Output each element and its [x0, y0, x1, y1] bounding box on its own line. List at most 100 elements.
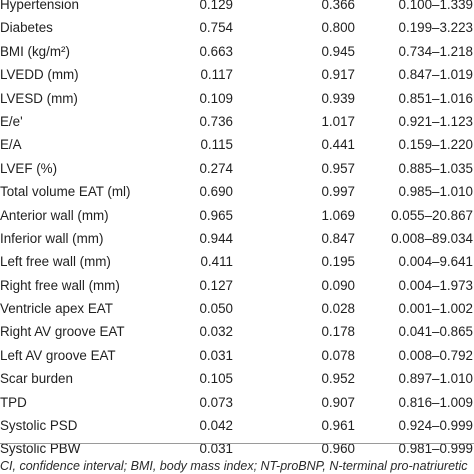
table-row: Ventricle apex EAT 0.050 0.028 0.001–1.002 — [0, 297, 474, 320]
odds-ratio-cell: 0.952 — [321, 371, 355, 387]
p-value-cell: 0.274 — [199, 160, 233, 176]
odds-ratio-cell: 0.090 — [321, 277, 355, 293]
p-value-cell: 0.105 — [199, 371, 233, 387]
variable-cell: Diabetes — [0, 20, 53, 36]
variable-cell: Inferior wall (mm) — [0, 230, 104, 246]
ci-cell: 0.199–3.223 — [398, 20, 473, 36]
ci-cell: 0.734–1.218 — [398, 43, 473, 59]
table-row: Left AV groove EAT 0.031 0.078 0.008–0.792 — [0, 344, 474, 367]
odds-ratio-cell: 0.366 — [321, 0, 355, 12]
variable-cell: Right AV groove EAT — [0, 324, 125, 340]
odds-ratio-cell: 0.945 — [321, 43, 355, 59]
odds-ratio-cell: 0.939 — [321, 90, 355, 106]
odds-ratio-cell: 0.907 — [321, 394, 355, 410]
ci-cell: 0.897–1.010 — [398, 371, 473, 387]
variable-cell: E/e' — [0, 113, 23, 129]
p-value-cell: 0.944 — [199, 230, 233, 246]
ci-cell: 0.159–1.220 — [398, 137, 473, 153]
variable-cell: E/A — [0, 137, 22, 153]
table-row: LVEDD (mm) 0.117 0.917 0.847–1.019 — [0, 63, 474, 86]
table-row: Anterior wall (mm) 0.965 1.069 0.055–20.867 — [0, 204, 474, 227]
ci-cell: 0.055–20.867 — [391, 207, 473, 223]
p-value-cell: 0.032 — [199, 324, 233, 340]
p-value-cell: 0.031 — [199, 347, 233, 363]
ci-cell: 0.041–0.865 — [398, 324, 473, 340]
ci-cell: 0.885–1.035 — [398, 160, 473, 176]
ci-cell: 0.816–1.009 — [398, 394, 473, 410]
odds-ratio-cell: 0.800 — [321, 20, 355, 36]
ci-cell: 0.001–1.002 — [398, 301, 473, 317]
ci-cell: 0.008–0.792 — [398, 347, 473, 363]
table-row: Inferior wall (mm) 0.944 0.847 0.008–89.034 — [0, 227, 474, 250]
variable-cell: Ventricle apex EAT — [0, 301, 113, 317]
odds-ratio-cell: 0.178 — [321, 324, 355, 340]
p-value-cell: 0.050 — [199, 301, 233, 317]
variable-cell: Total volume EAT (ml) — [0, 184, 131, 200]
p-value-cell: 0.754 — [199, 20, 233, 36]
p-value-cell: 0.663 — [199, 43, 233, 59]
variable-cell: Left free wall (mm) — [0, 254, 111, 270]
table-row: Diabetes 0.754 0.800 0.199–3.223 — [0, 16, 474, 39]
variable-cell: Right free wall (mm) — [0, 277, 120, 293]
table-row: Systolic PSD 0.042 0.961 0.924–0.999 — [0, 414, 474, 437]
ci-cell: 0.847–1.019 — [398, 67, 473, 83]
table-row: LVESD (mm) 0.109 0.939 0.851–1.016 — [0, 87, 474, 110]
table-row: LVEF (%) 0.274 0.957 0.885–1.035 — [0, 157, 474, 180]
table-row: Scar burden 0.105 0.952 0.897–1.010 — [0, 367, 474, 390]
variable-cell: Systolic PSD — [0, 418, 78, 434]
ci-cell: 0.004–1.973 — [398, 277, 473, 293]
table-row: E/A 0.115 0.441 0.159–1.220 — [0, 133, 474, 156]
odds-ratio-cell: 0.957 — [321, 160, 355, 176]
ci-cell: 0.981–0.999 — [398, 441, 473, 457]
p-value-cell: 0.127 — [199, 277, 233, 293]
ci-cell: 0.100–1.339 — [398, 0, 473, 12]
table-row: E/e' 0.736 1.017 0.921–1.123 — [0, 110, 474, 133]
odds-ratio-cell: 0.847 — [321, 230, 355, 246]
results-table: Hypertension 0.129 0.366 0.100–1.339 Diabete… — [0, 0, 474, 457]
table-row: Right AV groove EAT 0.032 0.178 0.041–0.865 — [0, 320, 474, 343]
ci-cell: 0.004–9.641 — [398, 254, 473, 270]
odds-ratio-cell: 0.441 — [321, 137, 355, 153]
p-value-cell: 0.690 — [199, 184, 233, 200]
p-value-cell: 0.736 — [199, 113, 233, 129]
variable-cell: Hypertension — [0, 0, 79, 12]
variable-cell: Left AV groove EAT — [0, 347, 116, 363]
p-value-cell: 0.109 — [199, 90, 233, 106]
ci-cell: 0.851–1.016 — [398, 90, 473, 106]
variable-cell: BMI (kg/m²) — [0, 43, 70, 59]
variable-cell: Systolic PBW — [0, 441, 81, 457]
p-value-cell: 0.965 — [199, 207, 233, 223]
odds-ratio-cell: 0.961 — [321, 418, 355, 434]
odds-ratio-cell: 1.069 — [321, 207, 355, 223]
variable-cell: Scar burden — [0, 371, 73, 387]
variable-cell: LVEF (%) — [0, 160, 58, 176]
p-value-cell: 0.129 — [199, 0, 233, 12]
table-row: TPD 0.073 0.907 0.816–1.009 — [0, 391, 474, 414]
variable-cell: TPD — [0, 394, 27, 410]
p-value-cell: 0.117 — [200, 67, 233, 83]
table-row: Right free wall (mm) 0.127 0.090 0.004–1.97… — [0, 274, 474, 297]
odds-ratio-cell: 0.960 — [321, 441, 355, 457]
ci-cell: 0.921–1.123 — [398, 113, 473, 129]
ci-cell: 0.924–0.999 — [398, 418, 473, 434]
p-value-cell: 0.042 — [199, 418, 233, 434]
variable-cell: LVESD (mm) — [0, 90, 78, 106]
p-value-cell: 0.411 — [200, 254, 233, 270]
table-row: BMI (kg/m²) 0.663 0.945 0.734–1.218 — [0, 40, 474, 63]
table-footnote: CI, confidence interval; BMI, body mass … — [0, 459, 468, 473]
odds-ratio-cell: 0.997 — [321, 184, 355, 200]
variable-cell: Anterior wall (mm) — [0, 207, 109, 223]
table-row: Hypertension 0.129 0.366 0.100–1.339 — [0, 0, 474, 16]
odds-ratio-cell: 0.917 — [321, 67, 355, 83]
p-value-cell: 0.073 — [199, 394, 233, 410]
table-row: Left free wall (mm) 0.411 0.195 0.004–9.641 — [0, 250, 474, 273]
variable-cell: LVEDD (mm) — [0, 67, 79, 83]
odds-ratio-cell: 1.017 — [321, 113, 355, 129]
ci-cell: 0.985–1.010 — [398, 184, 473, 200]
table-bottom-rule — [0, 443, 474, 444]
p-value-cell: 0.115 — [200, 137, 233, 153]
odds-ratio-cell: 0.028 — [321, 301, 355, 317]
p-value-cell: 0.031 — [199, 441, 233, 457]
odds-ratio-cell: 0.195 — [321, 254, 355, 270]
odds-ratio-cell: 0.078 — [321, 347, 355, 363]
